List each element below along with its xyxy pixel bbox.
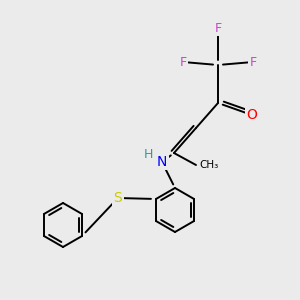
Text: S: S [114,191,122,205]
Text: F: F [249,56,256,68]
Text: N: N [157,155,167,169]
Text: O: O [247,108,257,122]
Text: F: F [179,56,187,68]
Text: F: F [214,22,222,34]
Text: CH₃: CH₃ [199,160,218,170]
Text: H: H [143,148,153,161]
